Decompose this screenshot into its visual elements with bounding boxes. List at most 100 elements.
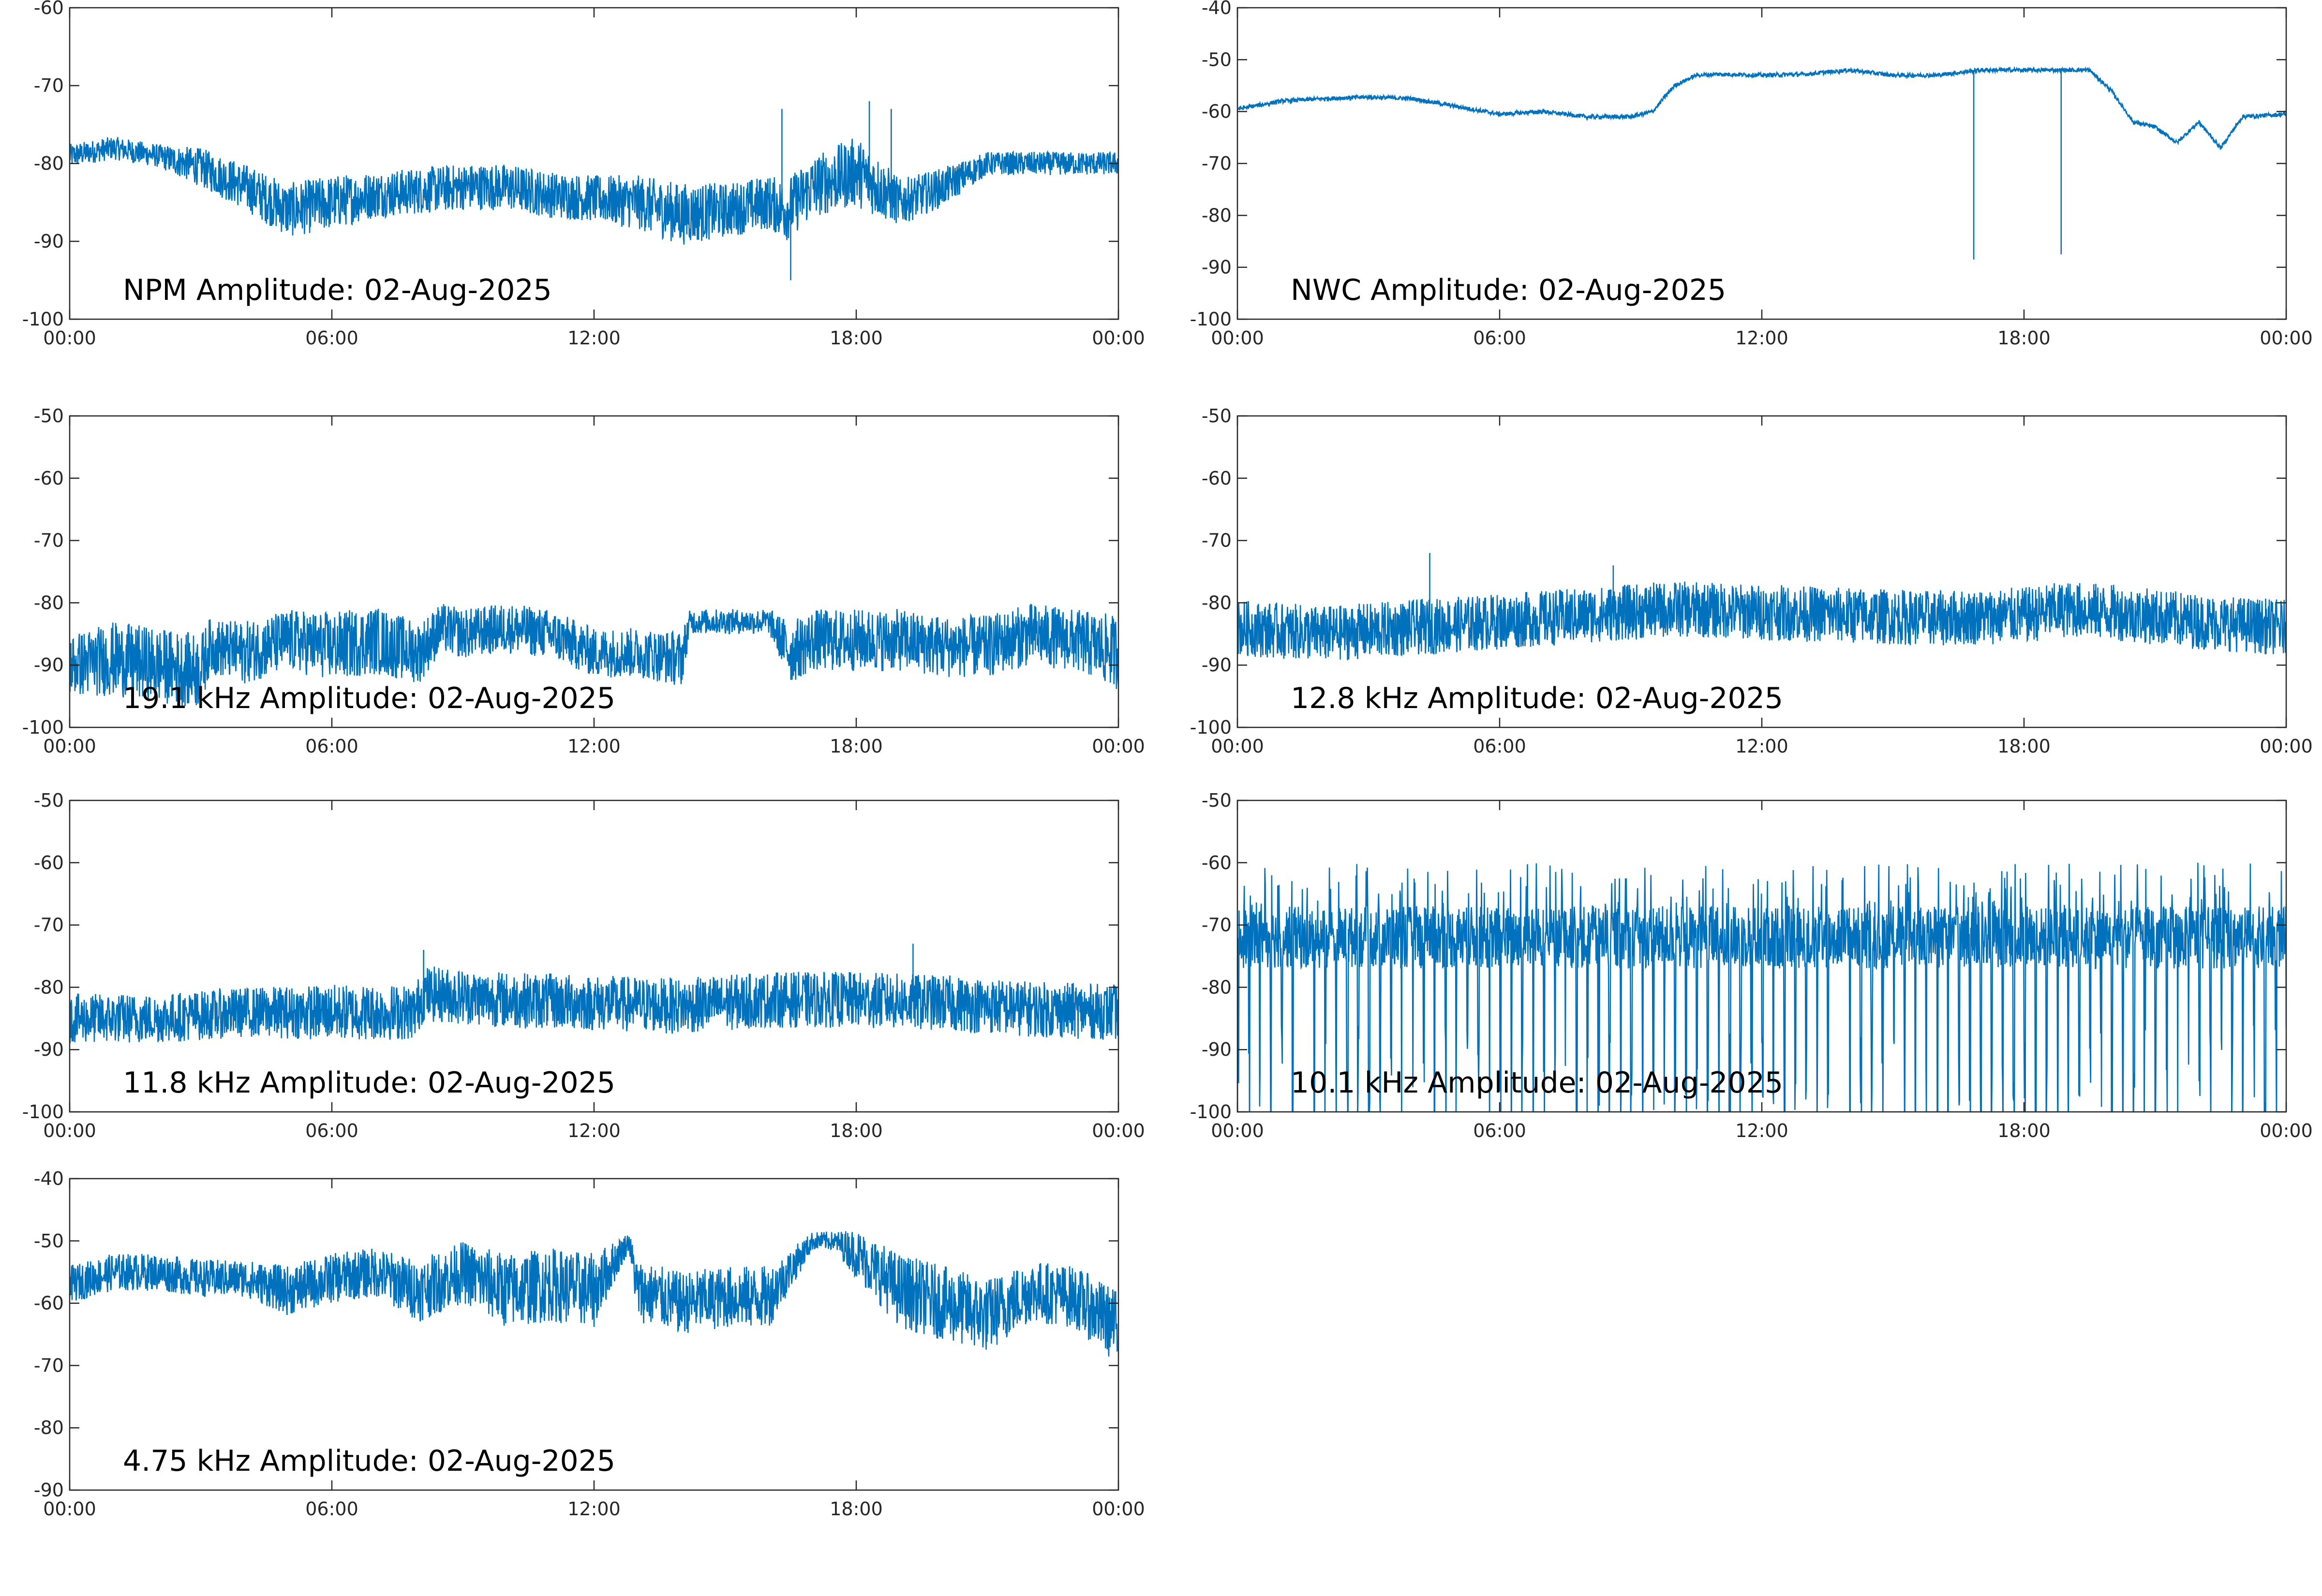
y-tick-label: -90	[34, 654, 64, 676]
chart-annotation: 11.8 kHz Amplitude: 02-Aug-2025	[123, 1066, 615, 1100]
x-tick-label: 00:00	[2260, 327, 2313, 349]
chart-annotation: 12.8 kHz Amplitude: 02-Aug-2025	[1291, 681, 1783, 715]
chart-annotation: NWC Amplitude: 02-Aug-2025	[1291, 273, 1726, 307]
y-tick-label: -50	[1202, 49, 1232, 70]
x-tick-label: 06:00	[1473, 736, 1526, 757]
y-tick-label: -70	[34, 530, 64, 551]
y-tick-label: -100	[1190, 717, 1232, 738]
x-tick-label: 06:00	[305, 736, 358, 757]
series-line	[1237, 66, 2286, 260]
x-tick-label: 12:00	[1735, 736, 1788, 757]
x-tick-label: 00:00	[43, 736, 96, 757]
y-tick-label: -70	[34, 915, 64, 936]
y-tick-label: -80	[1202, 592, 1232, 613]
x-tick-label: 00:00	[1092, 736, 1145, 757]
y-tick-label: -70	[1202, 153, 1232, 174]
x-tick-label: 18:00	[830, 1498, 883, 1520]
x-tick-label: 00:00	[1092, 1498, 1145, 1520]
y-tick-label: -70	[1202, 530, 1232, 551]
chart-panel-5: 00:00 06:00 12:00 18:00 00:00 -50 -60 -70 -80 -90…	[22, 790, 1145, 1141]
y-tick-label: -70	[34, 75, 64, 96]
chart-annotation: 19.1 kHz Amplitude: 02-Aug-2025	[123, 681, 615, 715]
series-line	[70, 944, 1118, 1044]
chart-annotation: 10.1 kHz Amplitude: 02-Aug-2025	[1291, 1066, 1783, 1100]
x-tick-label: 12:00	[567, 736, 621, 757]
axes-frame	[69, 799, 1119, 1113]
y-tick-label: -60	[34, 468, 64, 489]
x-tick-label: 12:00	[567, 327, 621, 349]
y-tick-label: -80	[34, 592, 64, 613]
y-tick-label: -80	[1202, 976, 1232, 998]
series-line	[1237, 862, 2286, 1112]
x-tick-label: 06:00	[305, 327, 358, 349]
y-tick-label: -80	[34, 976, 64, 998]
y-tick-label: -50	[1202, 790, 1232, 811]
y-tick-label: -60	[1202, 852, 1232, 873]
y-tick-label: -100	[22, 717, 64, 738]
axes-frame	[69, 415, 1119, 728]
y-tick-label: -40	[34, 1168, 64, 1189]
x-tick-label: 00:00	[2260, 736, 2313, 757]
x-tick-label: 18:00	[830, 327, 883, 349]
x-tick-label: 06:00	[1473, 327, 1526, 349]
y-tick-label: -60	[1202, 468, 1232, 489]
y-tick-label: -50	[34, 790, 64, 811]
x-tick-label: 12:00	[1735, 327, 1788, 349]
y-tick-label: -80	[34, 1417, 64, 1438]
y-tick-label: -60	[34, 852, 64, 873]
y-tick-label: -100	[1190, 1101, 1232, 1123]
y-tick-label: -90	[34, 1039, 64, 1060]
chart-panel-7: 00:00 06:00 12:00 18:00 00:00 -40 -50 -60 -70 -80…	[34, 1168, 1145, 1520]
series-line	[1237, 553, 2286, 661]
x-tick-label: 00:00	[43, 327, 96, 349]
y-tick-label: -70	[1202, 915, 1232, 936]
x-tick-label: 12:00	[567, 1498, 621, 1520]
axes-frame	[1236, 7, 2287, 320]
series-line	[70, 1231, 1118, 1357]
x-tick-label: 00:00	[1211, 736, 1264, 757]
y-tick-label: -40	[1202, 0, 1232, 18]
chart-panel-2: 00:00 06:00 12:00 18:00 00:00 -40 -50 -60 -70 -80…	[1190, 0, 2313, 349]
x-tick-label: 18:00	[1997, 736, 2051, 757]
y-tick-label: -50	[1202, 405, 1232, 427]
y-tick-label: -90	[34, 231, 64, 252]
x-tick-label: 00:00	[1211, 1120, 1264, 1141]
axes-frame	[69, 1178, 1119, 1491]
y-tick-label: -50	[34, 1230, 64, 1252]
x-tick-label: 18:00	[1997, 1120, 2051, 1141]
x-tick-label: 00:00	[43, 1120, 96, 1141]
y-tick-label: -50	[34, 405, 64, 427]
y-tick-label: -60	[1202, 101, 1232, 122]
y-tick-label: -90	[34, 1479, 64, 1501]
y-tick-label: -80	[34, 153, 64, 174]
chart-annotation: NPM Amplitude: 02-Aug-2025	[123, 273, 552, 307]
y-tick-label: -100	[22, 309, 64, 330]
axes-frame	[69, 7, 1119, 320]
x-tick-label: 00:00	[1211, 327, 1264, 349]
series-line	[70, 604, 1118, 706]
chart-panel-3: 00:00 06:00 12:00 18:00 00:00 -50 -60 -70 -80 -90…	[22, 405, 1145, 757]
x-tick-label: 06:00	[1473, 1120, 1526, 1141]
x-tick-label: 00:00	[2260, 1120, 2313, 1141]
chart-panel-6: 00:00 06:00 12:00 18:00 00:00 -50 -60 -70 -80 -90…	[1190, 790, 2313, 1141]
x-tick-label: 06:00	[305, 1120, 358, 1141]
axes-frame	[1236, 415, 2287, 728]
chart-panel-1: 00:00 06:00 12:00 18:00 00:00 -60 -70 -80 -90 -10…	[22, 0, 1145, 349]
y-tick-label: -60	[34, 0, 64, 18]
x-tick-label: 00:00	[43, 1498, 96, 1520]
x-tick-label: 06:00	[305, 1498, 358, 1520]
y-tick-label: -80	[1202, 205, 1232, 226]
y-tick-label: -60	[34, 1293, 64, 1314]
chart-panel-4: 00:00 06:00 12:00 18:00 00:00 -50 -60 -70 -80 -90…	[1190, 405, 2313, 757]
y-tick-label: -90	[1202, 1039, 1232, 1060]
y-tick-label: -100	[22, 1101, 64, 1123]
y-tick-label: -90	[1202, 654, 1232, 676]
chart-annotation: 4.75 kHz Amplitude: 02-Aug-2025	[123, 1444, 615, 1478]
x-tick-label: 18:00	[1997, 327, 2051, 349]
x-tick-label: 12:00	[567, 1120, 621, 1141]
y-tick-label: -100	[1190, 309, 1232, 330]
x-tick-label: 00:00	[1092, 327, 1145, 349]
x-tick-label: 00:00	[1092, 1120, 1145, 1141]
x-tick-label: 12:00	[1735, 1120, 1788, 1141]
